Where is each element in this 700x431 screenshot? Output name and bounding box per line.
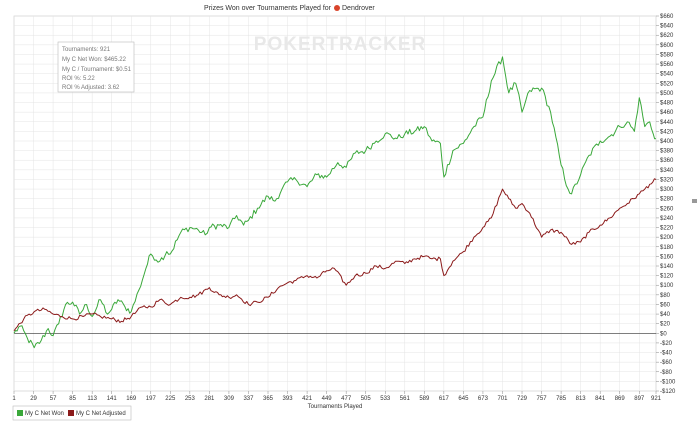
- series-line-net-adjusted: [13, 178, 657, 332]
- y-tick-label: $220: [660, 226, 674, 232]
- y-tick-label: -$60: [660, 360, 673, 366]
- x-axis-label: Tournaments Played: [308, 404, 363, 410]
- y-tick-label: -$40: [660, 351, 673, 357]
- y-tick-label: $600: [660, 43, 674, 49]
- scroll-marker: [692, 199, 697, 203]
- x-tick-label: 701: [497, 396, 508, 402]
- y-tick-label: $200: [660, 235, 674, 241]
- stats-per-tournament: My C / Tournament: $0.51: [62, 67, 132, 73]
- y-tick-label: $520: [660, 81, 674, 87]
- legend: My C Net Won My C Net Adjusted: [12, 405, 132, 421]
- y-tick-label: $380: [660, 149, 674, 155]
- x-tick-label: 869: [615, 396, 626, 402]
- y-tick-label: $440: [660, 120, 674, 126]
- x-tick-label: 785: [556, 396, 567, 402]
- x-tick-label: 729: [517, 396, 528, 402]
- y-tick-label: -$80: [660, 370, 673, 376]
- x-tick-label: 57: [50, 396, 57, 402]
- x-tick-label: 113: [87, 396, 97, 402]
- legend-label-net-won: My C Net Won: [25, 411, 64, 417]
- y-tick-label: $120: [660, 274, 674, 280]
- x-tick-label: 533: [380, 396, 391, 402]
- x-axis-ticks: 1 29 57 85 113 141 169 197 225 253 281 309 337 365 393…: [12, 391, 662, 402]
- y-tick-label: $100: [660, 283, 674, 289]
- x-tick-label: 673: [478, 396, 489, 402]
- x-tick-label: 169: [126, 396, 137, 402]
- y-tick-label: $660: [660, 14, 674, 20]
- series-lines: [13, 56, 657, 349]
- x-tick-label: 309: [224, 396, 235, 402]
- y-tick-label: $20: [660, 322, 671, 328]
- stats-roi-adjusted: ROI % Adjusted: 3.62: [62, 85, 120, 91]
- y-tick-label: $280: [660, 197, 674, 203]
- x-tick-label: 589: [419, 396, 430, 402]
- player-icon: [334, 5, 340, 11]
- y-tick-label: $480: [660, 101, 674, 107]
- y-tick-label: $340: [660, 168, 674, 174]
- stats-net-won: My C Net Won: $465.22: [62, 57, 127, 63]
- y-tick-label: $560: [660, 62, 674, 68]
- y-tick-label: $180: [660, 245, 674, 251]
- y-tick-label: -$100: [660, 379, 676, 385]
- x-tick-label: 29: [30, 396, 37, 402]
- y-tick-label: $540: [660, 72, 674, 78]
- legend-swatch-net-won: [17, 410, 23, 416]
- y-tick-label: $420: [660, 129, 674, 135]
- y-tick-label: $140: [660, 264, 674, 270]
- x-tick-label: 253: [185, 396, 196, 402]
- y-tick-label: $240: [660, 216, 674, 222]
- legend-label-net-adjusted: My C Net Adjusted: [76, 411, 126, 417]
- stats-tournaments: Tournaments: 921: [62, 47, 111, 53]
- x-tick-label: 921: [651, 396, 662, 402]
- x-tick-label: 449: [322, 396, 333, 402]
- y-tick-label: $160: [660, 254, 674, 260]
- x-tick-label: 141: [107, 396, 118, 402]
- x-tick-label: 281: [204, 396, 215, 402]
- x-tick-label: 225: [165, 396, 176, 402]
- x-tick-label: 841: [595, 396, 606, 402]
- x-tick-label: 85: [69, 396, 76, 402]
- player-name: Dendrover: [342, 5, 375, 12]
- x-tick-label: 393: [283, 396, 294, 402]
- title-text: Prizes Won over Tournaments Played for: [204, 5, 332, 12]
- y-tick-label: $500: [660, 91, 674, 97]
- x-tick-label: 421: [302, 396, 313, 402]
- x-tick-label: 197: [146, 396, 157, 402]
- y-tick-label: $640: [660, 24, 674, 30]
- y-tick-label: $620: [660, 33, 674, 39]
- x-tick-label: 365: [263, 396, 274, 402]
- x-tick-label: 617: [439, 396, 450, 402]
- series-line-net-won: [13, 56, 657, 349]
- y-tick-label: $260: [660, 206, 674, 212]
- x-tick-label: 477: [341, 396, 352, 402]
- y-tick-label: $320: [660, 177, 674, 183]
- y-tick-label: $460: [660, 110, 674, 116]
- y-axis-ticks: -$120 -$100 -$80 -$60 -$40 -$20 $0 $20 $40 $60 $80…: [656, 14, 676, 395]
- x-tick-label: 813: [576, 396, 587, 402]
- y-tick-label: $300: [660, 187, 674, 193]
- y-tick-label: $580: [660, 52, 674, 58]
- y-tick-label: $400: [660, 139, 674, 145]
- legend-swatch-net-adjusted: [68, 410, 74, 416]
- stats-box: Tournaments: 921 My C Net Won: $465.22 M…: [57, 41, 135, 93]
- y-tick-label: $360: [660, 158, 674, 164]
- y-tick-label: $80: [660, 293, 671, 299]
- x-tick-label: 645: [458, 396, 469, 402]
- x-tick-label: 897: [634, 396, 645, 402]
- chart-title: Prizes Won over Tournaments Played for D…: [204, 5, 375, 12]
- x-tick-label: 757: [537, 396, 548, 402]
- x-tick-label: 505: [361, 396, 372, 402]
- x-tick-label: 1: [12, 396, 16, 402]
- stats-roi: ROI %: 5.22: [62, 76, 95, 82]
- y-tick-label: -$20: [660, 341, 673, 347]
- x-tick-label: 561: [400, 396, 411, 402]
- y-tick-label: -$120: [660, 389, 676, 395]
- watermark: POKERTRACKER: [254, 34, 426, 55]
- x-tick-label: 337: [243, 396, 254, 402]
- y-tick-label: $0: [660, 331, 667, 337]
- y-tick-label: $60: [660, 302, 671, 308]
- y-tick-label: $40: [660, 312, 671, 318]
